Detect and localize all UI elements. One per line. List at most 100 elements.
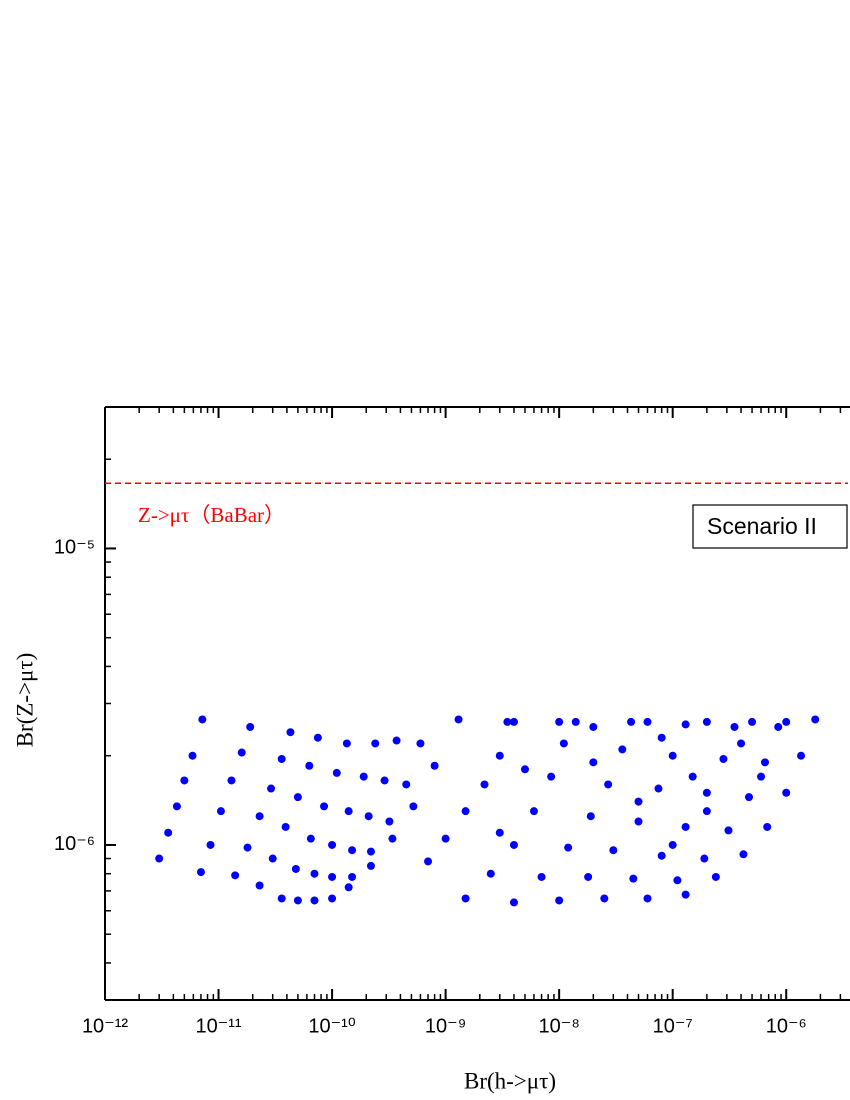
- point: [237, 748, 246, 757]
- point: [216, 807, 225, 816]
- point: [342, 739, 351, 748]
- point: [700, 854, 709, 863]
- point: [495, 828, 504, 837]
- point: [668, 840, 677, 849]
- y-axis-label: Br(Z->μτ): [12, 653, 37, 748]
- point: [441, 834, 450, 843]
- point: [555, 896, 564, 905]
- x-tick-label: 10⁻¹⁰: [308, 1015, 355, 1037]
- point: [255, 881, 264, 890]
- point: [547, 772, 556, 781]
- point: [657, 851, 666, 860]
- point: [392, 736, 401, 745]
- point: [198, 715, 207, 724]
- point: [559, 739, 568, 748]
- point: [763, 822, 772, 831]
- point: [188, 751, 197, 760]
- point: [571, 717, 580, 726]
- point: [629, 874, 638, 883]
- point: [744, 793, 753, 802]
- point: [359, 772, 368, 781]
- point: [503, 717, 512, 726]
- point: [286, 728, 295, 737]
- point: [196, 868, 205, 877]
- point: [748, 717, 757, 726]
- y-tick-label: 10⁻⁵: [54, 537, 95, 559]
- point: [760, 758, 769, 767]
- point: [243, 843, 252, 852]
- point: [461, 894, 470, 903]
- point: [495, 751, 504, 760]
- point: [172, 802, 181, 811]
- point: [586, 812, 595, 821]
- point: [246, 722, 255, 731]
- point: [634, 797, 643, 806]
- point: [306, 834, 315, 843]
- point: [328, 894, 337, 903]
- point: [564, 843, 573, 852]
- point: [737, 739, 746, 748]
- point: [227, 776, 236, 785]
- point: [164, 828, 173, 837]
- point: [537, 872, 546, 881]
- point: [305, 761, 314, 770]
- point: [206, 840, 215, 849]
- point: [681, 822, 690, 831]
- point: [797, 751, 806, 760]
- point: [366, 847, 375, 856]
- point: [711, 872, 720, 881]
- point: [811, 715, 820, 724]
- point: [782, 788, 791, 797]
- point: [688, 772, 697, 781]
- point: [348, 846, 357, 855]
- point: [155, 854, 164, 863]
- point: [332, 768, 341, 777]
- point: [430, 761, 439, 770]
- point: [609, 846, 618, 855]
- point: [344, 883, 353, 892]
- point: [555, 717, 564, 726]
- label-box: [692, 504, 848, 549]
- point: [668, 751, 677, 760]
- point: [416, 739, 425, 748]
- x-tick-label: 10⁻¹²: [82, 1015, 128, 1037]
- x-tick-label: 10⁻⁷: [653, 1015, 693, 1037]
- x-tick-label: 10⁻⁹: [425, 1015, 466, 1037]
- point: [657, 733, 666, 742]
- point: [643, 717, 652, 726]
- point: [673, 876, 682, 885]
- point: [348, 872, 357, 881]
- point: [293, 793, 302, 802]
- point: [380, 776, 389, 785]
- point: [291, 864, 300, 873]
- point: [627, 717, 636, 726]
- box-label: Scenario II: [707, 513, 817, 539]
- point: [281, 822, 290, 831]
- point: [681, 720, 690, 729]
- x-axis-label: Br(h->μτ): [464, 1068, 556, 1093]
- point: [293, 896, 302, 905]
- point: [388, 834, 397, 843]
- point: [366, 861, 375, 870]
- point: [618, 745, 627, 754]
- point: [757, 772, 766, 781]
- point: [364, 812, 373, 821]
- point: [589, 722, 598, 731]
- point: [180, 776, 189, 785]
- point: [277, 894, 286, 903]
- point: [385, 817, 394, 826]
- x-tick-label: 10⁻⁶: [766, 1015, 807, 1037]
- point: [310, 896, 319, 905]
- point: [702, 788, 711, 797]
- point: [702, 717, 711, 726]
- point: [584, 872, 593, 881]
- point: [589, 758, 598, 767]
- point: [509, 898, 518, 907]
- point: [719, 754, 728, 763]
- point: [654, 784, 663, 793]
- point: [480, 780, 489, 789]
- point: [277, 754, 286, 763]
- reference-label: Z->μτ（BaBar）: [138, 503, 285, 527]
